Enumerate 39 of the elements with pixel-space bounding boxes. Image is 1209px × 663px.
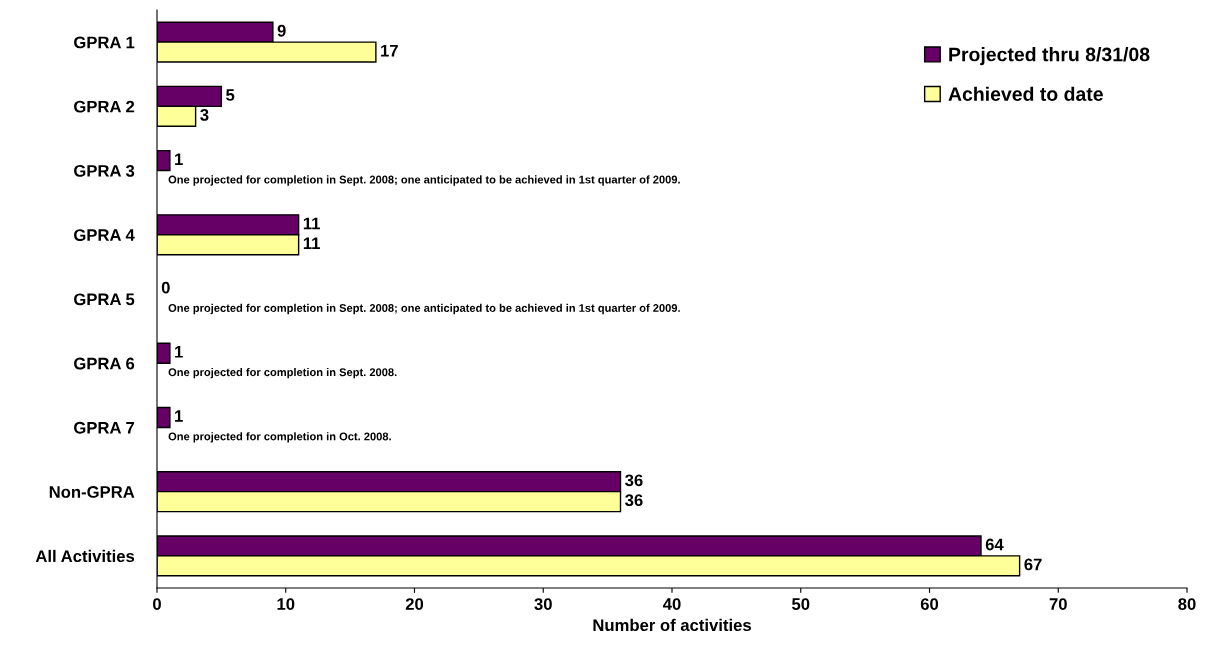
data-label: 9 [277, 24, 286, 37]
data-label: 0 [161, 281, 170, 294]
x-tick-label: 60 [920, 598, 939, 610]
data-label: 67 [1024, 558, 1042, 571]
y-tick-label: GPRA 6 [74, 357, 135, 370]
legend-label: Achieved to date [948, 86, 1103, 101]
data-label: 64 [985, 538, 1004, 551]
annotation: One projected for completion in Sept. 2008; one anticipated to be achieved in 1st quarter of 2009. [168, 303, 680, 315]
data-label: 3 [200, 108, 209, 121]
data-label: 11 [303, 237, 320, 250]
annotation: One projected for completion in Sept. 2008; one anticipated to be achieved in 1st quarter of 2009. [168, 175, 680, 186]
data-label: 5 [226, 89, 235, 101]
y-tick-label: GPRA 5 [74, 293, 135, 306]
x-tick-label: 30 [534, 598, 552, 610]
y-tick-label: GPRA 1 [74, 36, 135, 49]
annotation: One projected for completion in Oct. 2008. [168, 432, 391, 443]
x-axis-title: Number of activities [593, 618, 751, 632]
y-tick-label: GPRA 4 [74, 229, 135, 241]
x-tick-label: 20 [405, 598, 424, 610]
data-label: 1 [175, 346, 183, 358]
x-tick-label: 0 [153, 598, 161, 610]
y-tick-label: GPRA 3 [74, 164, 135, 177]
y-tick-label: GPRA 7 [74, 421, 135, 434]
data-label: 1 [175, 153, 183, 165]
y-tick-label: All Activities [35, 549, 135, 563]
annotation: One projected for completion in Sept. 2008. [168, 368, 397, 379]
data-label: 17 [381, 44, 398, 57]
legend-label: Projected thru 8/31/08 [949, 47, 1150, 66]
x-tick-label: 10 [277, 598, 295, 610]
y-tick-label: GPRA 2 [74, 100, 135, 113]
data-label: 36 [625, 494, 643, 507]
data-label: 11 [303, 217, 320, 230]
x-tick-label: 40 [662, 598, 681, 610]
x-tick-label: 50 [791, 598, 810, 610]
x-tick-label: 80 [1178, 598, 1196, 610]
x-tick-label: 70 [1049, 598, 1067, 610]
y-tick-label: Non-GPRA [49, 486, 135, 498]
data-label: 1 [175, 410, 183, 422]
data-label: 36 [625, 474, 643, 487]
